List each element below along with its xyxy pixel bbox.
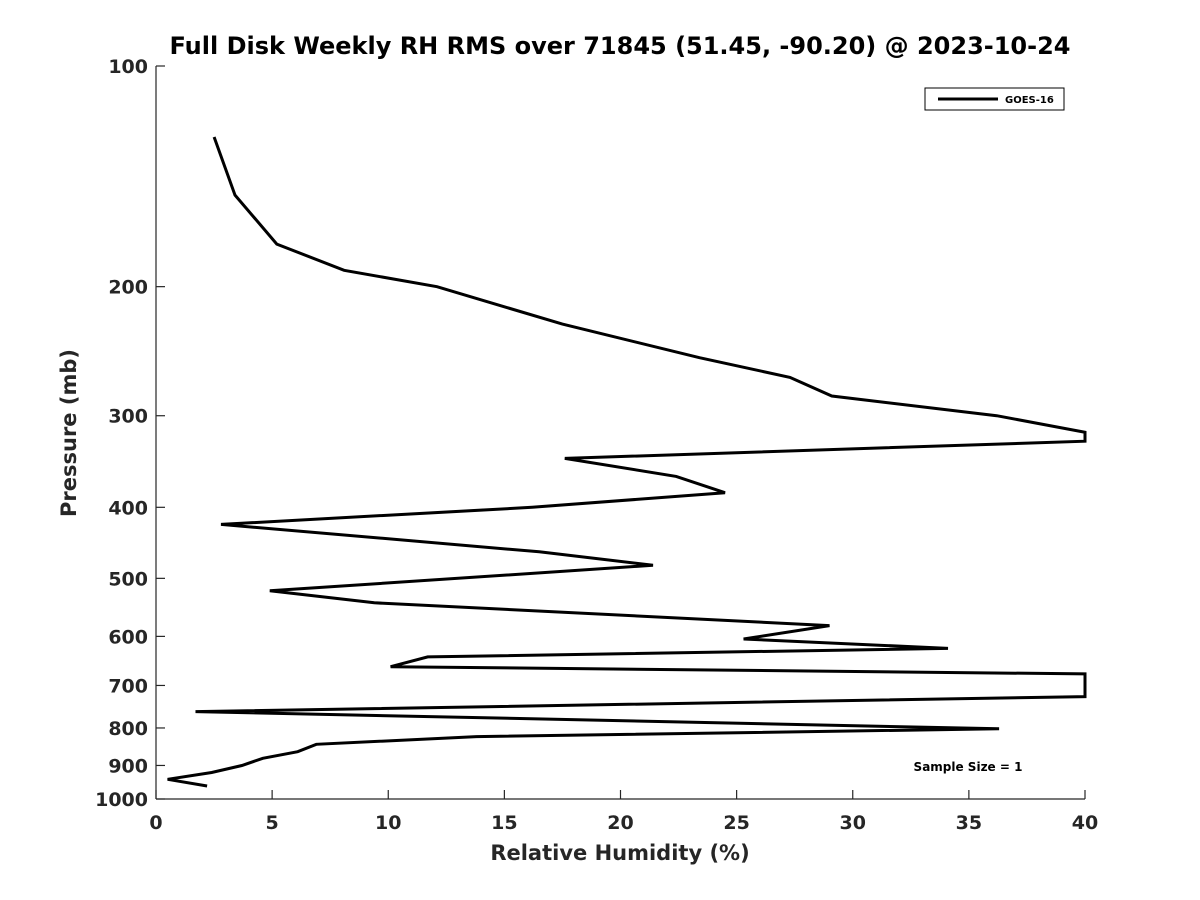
legend: GOES-16	[924, 87, 1065, 111]
series-line-goes-16	[167, 136, 1087, 788]
x-tick-label: 40	[1072, 812, 1098, 834]
chart-title: Full Disk Weekly RH RMS over 71845 (51.4…	[169, 32, 1070, 60]
series-layer	[167, 136, 1087, 788]
y-tick-label: 700	[108, 675, 148, 697]
y-tick-label: 800	[108, 718, 148, 740]
axes: 0 5 10 15 20 25 30 35 40 100 200 300 400 500 600 700 800…	[95, 56, 1098, 834]
x-tick-label: 35	[956, 812, 982, 834]
x-tick-label: 30	[840, 812, 866, 834]
x-tick-label: 5	[266, 812, 279, 834]
y-tick-label: 1000	[95, 789, 148, 811]
y-tick-label: 600	[108, 626, 148, 648]
x-tick-label: 0	[149, 812, 162, 834]
x-tick-label: 25	[723, 812, 749, 834]
y-tick-label: 500	[108, 568, 148, 590]
y-tick-label: 200	[108, 277, 148, 299]
y-tick-label: 300	[108, 406, 148, 428]
y-tick-label: 900	[108, 755, 148, 777]
x-axis-label: Relative Humidity (%)	[490, 841, 749, 865]
y-axis-label: Pressure (mb)	[57, 349, 81, 517]
y-tick-label: 400	[108, 497, 148, 519]
sample-size-annotation: Sample Size = 1	[914, 760, 1023, 774]
x-tick-label: 15	[491, 812, 517, 834]
legend-label-goes-16: GOES-16	[1005, 95, 1054, 106]
y-tick-label: 100	[108, 56, 148, 78]
x-tick-label: 10	[375, 812, 401, 834]
x-tick-label: 20	[607, 812, 633, 834]
